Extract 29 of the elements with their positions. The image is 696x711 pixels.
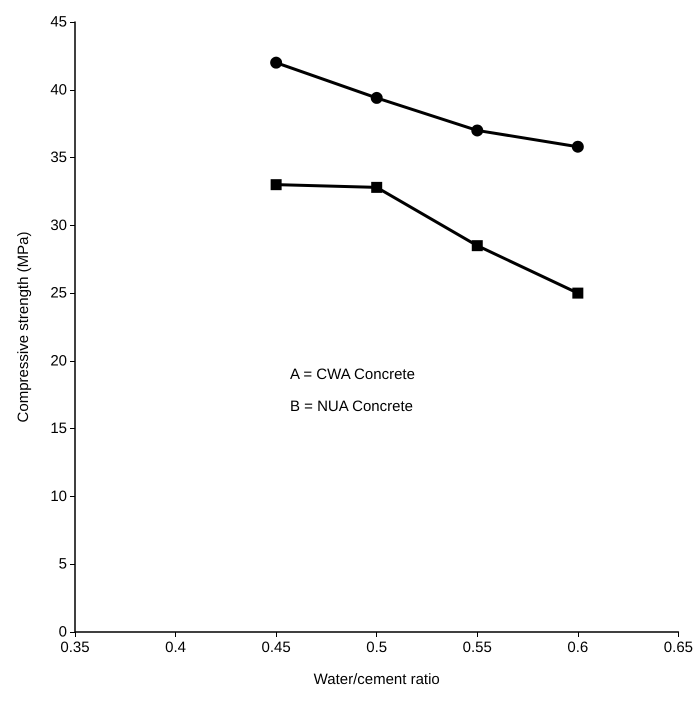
annotation: A = CWA Concrete <box>290 366 415 383</box>
y-tick-label: 30 <box>50 216 67 234</box>
x-tick-label: 0.65 <box>664 639 694 656</box>
x-tick-label: 0.35 <box>60 639 90 656</box>
x-tick-label: 0.6 <box>567 639 588 656</box>
point <box>572 140 584 153</box>
y-tick-label: 20 <box>50 352 67 370</box>
y-tick-label: 25 <box>50 284 67 302</box>
y-tick-label: 0 <box>58 624 67 640</box>
x-tick-label: 0.55 <box>462 639 492 656</box>
point <box>370 92 383 104</box>
y-tick-label: 35 <box>50 149 67 166</box>
x-tick-label: 0.5 <box>366 639 388 656</box>
point <box>572 288 584 299</box>
y-tick-label: 10 <box>50 488 67 505</box>
annotation: B = NUA Concrete <box>290 398 413 415</box>
point <box>472 240 483 252</box>
y-tick-label: 5 <box>58 556 67 573</box>
point <box>270 179 282 190</box>
x-tick-label: 0.45 <box>262 639 291 656</box>
y-tick-label: 15 <box>50 420 67 438</box>
point <box>471 124 484 136</box>
point <box>270 56 282 69</box>
point <box>371 182 382 193</box>
y-tick-label: 40 <box>50 81 67 98</box>
x-tick-label: 0.4 <box>165 639 186 656</box>
y-axis-title: Compressive strength (MPa) <box>15 232 32 422</box>
x-axis-title: Water/cement ratio <box>314 671 440 688</box>
y-tick-label: 45 <box>50 14 67 30</box>
